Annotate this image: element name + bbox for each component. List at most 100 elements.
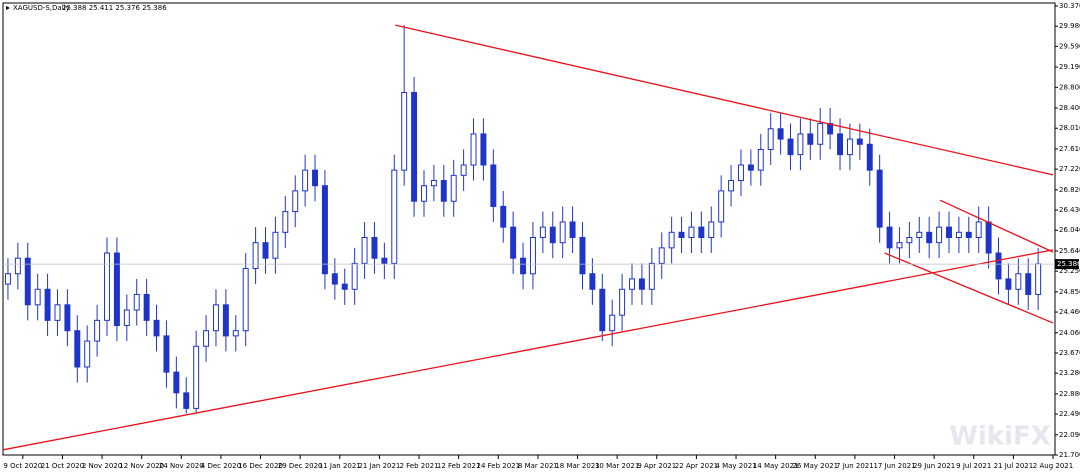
x-tick-label: 24 Feb 2021 [476,462,520,470]
x-tick-label: 7 Jun 2021 [836,462,874,470]
y-tick-label: 29.590 [1059,42,1080,50]
candle-body [321,185,328,275]
candle-body [767,128,774,150]
x-tick-label: 11 Jan 2021 [319,462,361,470]
candle-body [668,231,675,249]
candle-body [331,273,338,285]
y-tick-label: 28.800 [1059,83,1080,91]
candle-body [440,180,447,202]
x-tick-label: 12 Feb 2021 [437,462,481,470]
candle-body [757,148,764,171]
candle-body [252,242,259,270]
candle-body [520,257,527,275]
candle-body [589,273,596,290]
candle-body [946,226,952,238]
candle-body [807,133,814,145]
trendline [395,24,1054,176]
x-tick-label: 4 May 2021 [715,462,756,470]
candle-body [490,164,497,207]
candle-body [4,273,11,285]
candle-body [926,231,933,244]
candle-body [391,169,398,264]
x-tick-label: 17 Jun 2021 [873,462,915,470]
header-icon [6,6,10,10]
candle-body [94,319,101,342]
candle-body [480,133,487,166]
candle-body [351,262,358,290]
candle-body [282,211,289,233]
candle-body [846,138,853,156]
candle-body [84,340,91,368]
trendline [939,199,1054,253]
candle-body [14,257,21,275]
candle-body [718,190,725,223]
y-tick-label: 28.010 [1059,124,1080,132]
candle-body [995,252,1002,280]
candle-body [817,123,824,145]
candle-body [74,330,81,368]
header-prices: 25.388 25.411 25.376 25.386 [62,4,167,12]
y-tick-label: 30.370 [1059,2,1080,10]
x-tick-label: 9 Jul 2021 [956,462,991,470]
candle-body [222,304,229,337]
candle-body [688,226,695,238]
candle-body [638,278,645,290]
candle-body [193,345,200,409]
x-tick-label: 22 Apr 2021 [675,462,718,470]
y-tick-label: 27.610 [1059,145,1080,153]
candle-body [549,226,556,244]
candle-body [371,236,378,259]
x-tick-label: 14 May 2021 [753,462,799,470]
candle-body [1025,273,1032,295]
candle-body [24,257,31,306]
candle-body [955,231,962,238]
x-tick-label: 24 Nov 2020 [159,462,204,470]
candle-body [916,231,923,238]
candle-body [212,304,219,332]
x-tick-label: 9 Apr 2021 [637,462,676,470]
y-tick-label: 26.040 [1059,226,1080,234]
candle-body [113,252,120,327]
y-tick-label: 24.060 [1059,329,1080,337]
candle-body [975,221,982,238]
candle-body [232,330,239,337]
candle-body [658,247,665,264]
candle-body [510,226,517,259]
trendline [884,252,1054,324]
y-tick-label: 29.190 [1059,63,1080,71]
x-tick-label: 8 Mar 2021 [518,462,558,470]
y-tick-label: 22.490 [1059,410,1080,418]
candle-body [896,242,903,249]
candle-body [133,293,140,311]
candle-body [648,262,655,290]
candle-body [747,164,754,171]
candle-body [183,392,190,409]
candle-body [728,180,735,192]
candle-body [856,138,863,145]
candle-body [54,304,61,321]
x-tick-label: 21 Oct 2020 [41,462,84,470]
trendline [2,249,1054,451]
watermark: WikiFX [949,422,1051,452]
y-tick-label: 29.980 [1059,22,1080,30]
candle-body [341,283,348,290]
y-tick-label: 23.670 [1059,349,1080,357]
candle-body [629,278,635,290]
y-tick-label: 26.820 [1059,186,1080,194]
candle-body [737,164,744,182]
price-label-box [1055,259,1079,270]
x-tick-label: 21 Jan 2021 [358,462,400,470]
candle-body [302,169,309,192]
x-tick-label: 16 Dec 2020 [238,462,283,470]
candle-body [569,221,576,238]
candle-body [985,221,992,254]
candle-body [411,91,418,202]
x-tick-label: 2 Aug 2021 [1033,462,1073,470]
candle-body [203,330,210,347]
x-tick-label: 21 Jul 2021 [994,462,1034,470]
candle-body [965,231,972,238]
candle-body [460,164,467,176]
candle-body [1005,278,1012,290]
candle-body [1035,263,1042,295]
